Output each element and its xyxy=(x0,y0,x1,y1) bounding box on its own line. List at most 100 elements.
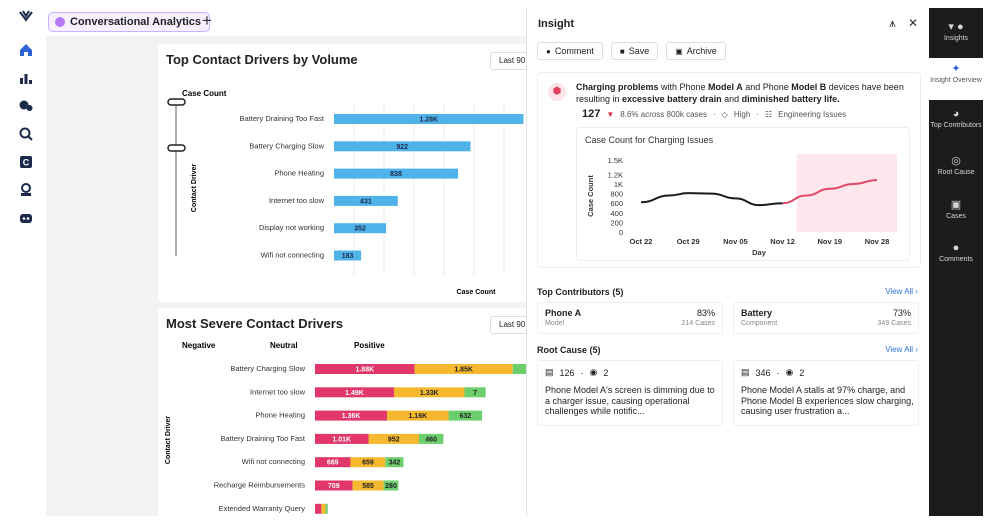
rail-top-contributors[interactable]: ◕ Top Contributors xyxy=(929,108,983,142)
bar-chart-icon[interactable] xyxy=(6,70,46,96)
stack-segment-positive[interactable] xyxy=(385,457,404,468)
stack-segment-negative[interactable] xyxy=(315,387,394,398)
volume-bar[interactable] xyxy=(334,114,524,124)
agent-icon[interactable] xyxy=(6,182,46,208)
search-analytics-icon[interactable] xyxy=(6,126,46,152)
category-label: Internet too slow xyxy=(269,196,325,205)
card-title: Most Severe Contact Drivers xyxy=(166,316,344,331)
stack-segment-negative[interactable] xyxy=(315,503,322,514)
contributor-type: Model xyxy=(545,320,565,327)
contributor-pct: 73% xyxy=(892,308,911,318)
bar-value-label: 431 xyxy=(360,198,372,205)
period-select[interactable]: Last 90 xyxy=(490,316,526,334)
alert-icon: ⬢ xyxy=(548,83,566,101)
stack-segment-negative[interactable] xyxy=(315,457,351,468)
plus-icon[interactable]: + xyxy=(202,11,212,30)
rail-cases[interactable]: ▣ Cases xyxy=(929,198,983,224)
stack-segment-positive[interactable] xyxy=(418,433,444,444)
segment-value-label: 342 xyxy=(389,460,401,467)
segment-value-label: 659 xyxy=(362,460,374,467)
rail-insights[interactable]: ▾ ● Insights xyxy=(929,20,983,50)
volume-bar[interactable] xyxy=(334,195,398,206)
legend-negative: Negative xyxy=(182,341,216,350)
target-icon: ◎ xyxy=(951,155,961,167)
stack-segment-neutral[interactable] xyxy=(387,410,449,421)
y-tick-label: 1.2K xyxy=(608,170,623,179)
volume-bar[interactable] xyxy=(334,250,362,261)
stack-segment-neutral[interactable] xyxy=(368,433,419,444)
stack-segment-positive[interactable] xyxy=(464,387,486,398)
stack-segment-neutral[interactable] xyxy=(321,503,326,514)
chat-icon[interactable] xyxy=(6,98,46,124)
divider: · xyxy=(713,109,716,119)
stack-segment-neutral[interactable] xyxy=(352,480,384,491)
root-cause-card[interactable]: ▤ 346 · ◉ 2 Phone Model A stalls at 97% ch… xyxy=(733,360,919,426)
comment-icon: ◉ xyxy=(785,367,794,377)
trend-line-highlight xyxy=(782,179,878,205)
stack-segment-neutral[interactable] xyxy=(350,457,386,468)
trend-title: Case Count for Charging Issues xyxy=(585,135,714,145)
home-icon[interactable] xyxy=(6,42,46,68)
contributor-card[interactable]: Phone A Model 83% 214 Cases xyxy=(537,302,723,334)
tab-conversational-analytics[interactable]: Conversational Analytics xyxy=(48,12,211,32)
top-contact-drivers-card: Top Contact Drivers by Volume Last 90 Ca… xyxy=(158,44,526,302)
share-icon[interactable]: ⩚ xyxy=(889,16,896,30)
close-icon[interactable]: ✕ xyxy=(907,16,918,30)
volume-bar[interactable] xyxy=(334,223,387,234)
stack-segment-positive[interactable] xyxy=(383,480,399,491)
view-all-label: View All xyxy=(885,287,914,296)
cases-icon[interactable]: C xyxy=(6,154,46,180)
stack-segment-positive[interactable] xyxy=(512,364,526,374)
archive-button[interactable]: ▣ Archive xyxy=(666,42,726,60)
svg-text:C: C xyxy=(23,158,30,168)
action-buttons: ● Comment ■ Save ▣ Archive xyxy=(537,42,726,60)
category-label: Phone Heating xyxy=(274,169,324,178)
stack-segment-positive[interactable] xyxy=(325,503,328,514)
category-label: Battery Draining Too Fast xyxy=(240,114,325,123)
rail-label: Insights xyxy=(943,35,969,42)
rail-insight-overview[interactable]: ✦ Insight Overview xyxy=(929,58,983,100)
rail-comments[interactable]: ● Comments xyxy=(929,242,983,268)
range-slider-handle-top[interactable] xyxy=(167,98,186,106)
segment-value-label: 1.49K xyxy=(345,390,364,397)
segment-value-label: 585 xyxy=(362,483,374,490)
bar-value-label: 838 xyxy=(390,171,402,178)
logo-icon[interactable] xyxy=(6,8,46,34)
insight-summary: Charging problems with Phone Model A and… xyxy=(576,81,916,105)
insight-rail: ▾ ● Insights ✦ Insight Overview ◕ Top Contr… xyxy=(929,8,983,516)
segment-value-label: 632 xyxy=(459,413,471,420)
y-tick-label: 600 xyxy=(610,199,623,208)
rc-text: Phone Model A stalls at 97% charge, and … xyxy=(741,385,914,416)
save-button[interactable]: ■ Save xyxy=(610,42,659,60)
stack-segment-negative[interactable] xyxy=(315,480,353,491)
rc-text: Phone Model A's screen is dimming due to… xyxy=(545,385,715,416)
comment-button[interactable]: ● Comment xyxy=(537,42,603,60)
root-cause-card[interactable]: ▤ 126 · ◉ 2 Phone Model A's screen is dimm… xyxy=(537,360,723,426)
x-tick-label: Nov 12 xyxy=(770,237,795,246)
bot-icon[interactable] xyxy=(6,210,46,236)
stack-segment-positive[interactable] xyxy=(448,410,483,421)
y-tick-label: 1K xyxy=(614,180,623,189)
stack-segment-neutral[interactable] xyxy=(393,387,465,398)
summary-part: and Phone xyxy=(742,82,792,92)
view-all-label: View All xyxy=(885,345,914,354)
x-axis-title: Day xyxy=(752,248,767,257)
segment-value-label: 7 xyxy=(473,390,477,397)
volume-bar[interactable] xyxy=(334,141,471,152)
summary-part: diminished battery life. xyxy=(741,94,840,104)
root-cause-view-all-link[interactable]: View All › xyxy=(885,345,918,354)
period-select[interactable]: Last 90 xyxy=(490,52,526,70)
rail-root-cause[interactable]: ◎ Root Cause xyxy=(929,154,983,180)
stack-segment-negative[interactable] xyxy=(315,410,388,421)
y-tick-label: 1.5K xyxy=(608,156,623,165)
volume-bar[interactable] xyxy=(334,168,459,179)
contributor-card[interactable]: Battery Component 73% 349 Cases xyxy=(733,302,919,334)
contributors-view-all-link[interactable]: View All › xyxy=(885,287,918,296)
card-title: Top Contact Drivers by Volume xyxy=(166,52,358,67)
stack-segment-negative[interactable] xyxy=(315,364,415,374)
range-slider-handle-bottom[interactable] xyxy=(167,144,186,152)
stack-segment-neutral[interactable] xyxy=(414,364,513,374)
stack-segment-negative[interactable] xyxy=(315,433,369,444)
